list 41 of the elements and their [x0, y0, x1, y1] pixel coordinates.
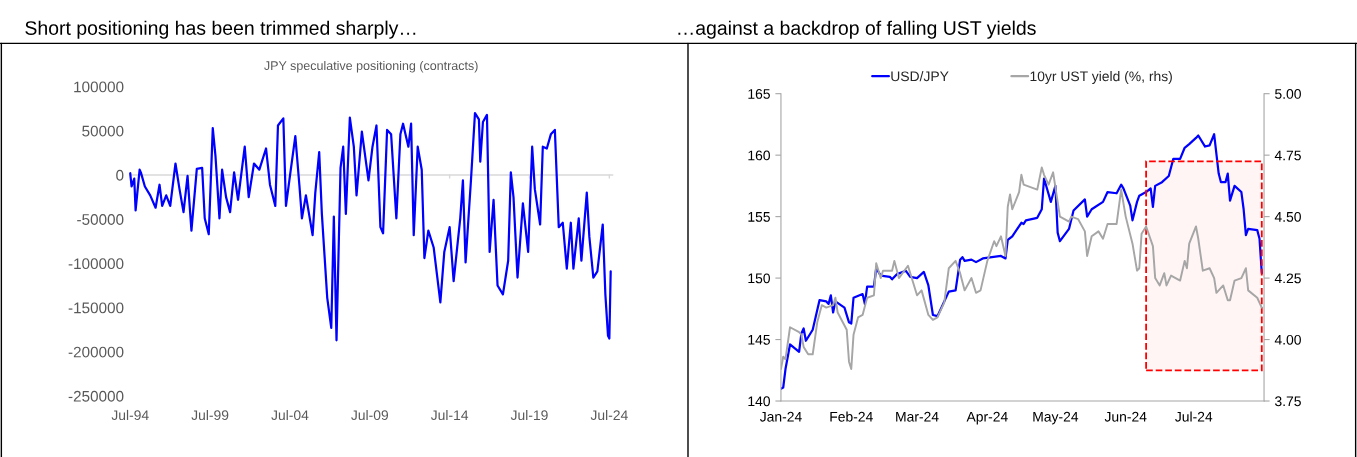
y2-tick-label: 4.50 — [1274, 211, 1301, 222]
chart-title: Short positioning has been trimmed sharply… — [25, 20, 416, 39]
x-tick-label: Jul-99 — [191, 409, 229, 421]
x-tick-label: Jul-14 — [430, 409, 469, 421]
y-tick-label: 165 — [748, 89, 770, 99]
y-tick-label: -100000 — [68, 258, 124, 270]
x-tick-label: Jul-94 — [111, 409, 149, 421]
line-series — [129, 112, 612, 342]
y-tick-label: 0 — [116, 169, 124, 181]
y-tick-label: -250000 — [68, 390, 124, 402]
chart-subtitle: JPY speculative positioning (contracts) — [264, 60, 478, 73]
y2-tick-label: 4.00 — [1274, 334, 1301, 345]
y-tick-label: 160 — [748, 150, 770, 161]
y-tick-label: 50000 — [82, 125, 124, 137]
legend-label: USD/JPY — [891, 71, 949, 82]
chart-title: …against a backdrop of falling UST yields — [678, 20, 1036, 39]
line-series — [780, 133, 1263, 390]
x-tick-label: Jul-24 — [1175, 411, 1213, 422]
y-tick-label: -150000 — [68, 302, 124, 314]
y-tick-label: -200000 — [68, 346, 124, 358]
x-tick-label: Jul-19 — [510, 409, 548, 421]
x-tick-label: Jun-24 — [1104, 411, 1147, 422]
y-tick-label: 140 — [748, 396, 770, 407]
y-tick-label: 150 — [748, 273, 770, 284]
x-tick-label: Jul-09 — [351, 409, 389, 421]
x-tick-label: Apr-24 — [966, 411, 1008, 425]
x-tick-label: Feb-24 — [830, 411, 873, 422]
legend-label: 10yr UST yield (%, rhs) — [1030, 71, 1172, 84]
y2-tick-label: 4.75 — [1274, 150, 1301, 161]
y-tick-label: 100000 — [74, 81, 124, 93]
x-tick-label: Jul-24 — [590, 409, 628, 421]
y2-tick-label: 4.25 — [1274, 273, 1301, 284]
y-tick-label: 155 — [748, 212, 770, 222]
y-tick-label: 145 — [748, 335, 770, 345]
x-tick-label: Mar-24 — [896, 411, 939, 422]
y2-tick-label: 3.75 — [1274, 396, 1301, 407]
y-tick-label: -50000 — [77, 214, 124, 225]
y2-tick-label: 5.00 — [1275, 89, 1301, 99]
x-tick-label: Jan-24 — [759, 411, 802, 422]
x-tick-label: May-24 — [1033, 411, 1079, 425]
x-tick-label: Jul-04 — [271, 409, 309, 421]
